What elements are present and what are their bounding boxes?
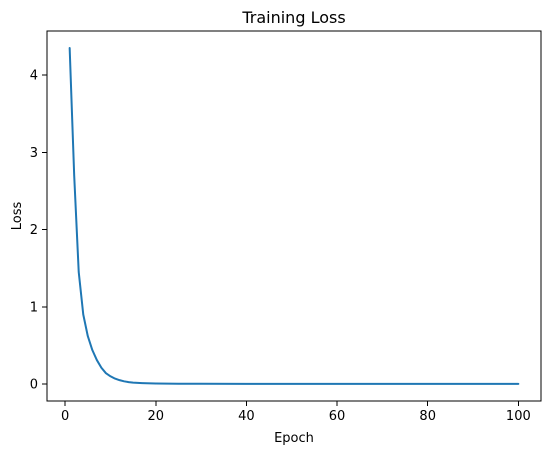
x-tick-label: 0 [61,409,69,424]
y-tick-label: 3 [30,146,38,161]
y-tick-label: 2 [30,223,38,238]
y-tick-label: 1 [30,300,38,315]
y-axis-label: Loss [10,202,25,231]
x-axis-label: Epoch [274,431,314,446]
x-axis: 0 20 40 60 80 100 [61,401,531,424]
x-tick-label: 40 [238,409,255,424]
chart-title: Training Loss [241,8,345,27]
x-tick-label: 80 [419,409,436,424]
axes-frame [46,30,542,402]
x-tick-label: 60 [329,409,346,424]
series-line [68,46,520,385]
x-tick-label: 20 [147,409,164,424]
y-tick-label: 4 [30,69,38,84]
y-axis: 0 1 2 3 4 [30,69,47,393]
y-tick-label: 0 [30,378,38,393]
x-tick-label: 100 [506,409,531,424]
plot-area [68,46,520,385]
